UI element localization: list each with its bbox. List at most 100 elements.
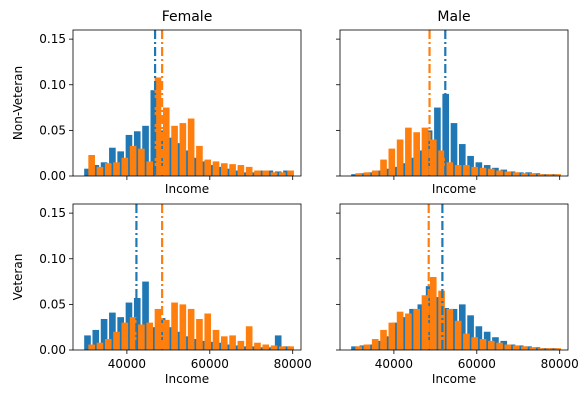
hist-bar-panel3-series0: [376, 340, 383, 351]
hist-bar-panel1-series0: [409, 157, 416, 176]
hist-bar-panel2-series1: [96, 342, 104, 350]
hist-bar-panel2-series1: [229, 335, 236, 350]
hist-bar-panel0-series1: [229, 164, 236, 176]
hist-bar-panel0-series1: [179, 123, 187, 176]
hist-bar-panel0-series1: [220, 163, 228, 176]
hist-bar-panel2-series0: [258, 347, 265, 350]
hist-bar-panel3-series0: [500, 340, 508, 351]
hist-bar-panel2-series1: [287, 346, 294, 350]
hist-bar-panel2-series1: [179, 304, 187, 351]
hist-bar-panel2-series1: [279, 346, 286, 350]
hist-bar-panel3-series0: [458, 304, 466, 351]
hist-bar-panel1-series0: [492, 167, 499, 176]
hist-bar-panel1-series0: [367, 172, 375, 176]
hist-bar-panel3-series0: [467, 315, 474, 350]
hist-bar-panel2-series0: [191, 339, 199, 350]
axes-frame: [339, 203, 569, 351]
hist-bar-panel2-series1: [196, 318, 203, 350]
hist-bar-panel0-series0: [84, 168, 91, 176]
hist-bar-panel3-series1: [429, 277, 437, 350]
hist-bar-panel2-series1: [138, 324, 145, 350]
hist-bar-panel2-series0: [109, 312, 116, 350]
hist-bar-panel1-series1: [504, 171, 512, 176]
hist-bar-panel2-series0: [84, 335, 91, 350]
hist-bar-panel1-series1: [546, 174, 553, 176]
hist-bar-panel0-series1: [154, 77, 162, 176]
y-axis-label: Non-Veteran: [11, 66, 25, 140]
hist-bar-panel2-series0: [208, 341, 216, 350]
hist-bar-panel2-series1: [88, 344, 95, 350]
hist-bar-panel1-series1: [487, 168, 495, 176]
hist-bar-panel3-series1: [512, 345, 520, 350]
hist-bar-panel1-series0: [483, 165, 491, 176]
hist-bar-panel3-series1: [504, 344, 512, 350]
hist-bar-panel0-series0: [216, 166, 224, 177]
hist-bar-panel0-series1: [113, 162, 120, 176]
hist-bar-panel0-series1: [196, 145, 203, 176]
hist-bar-panel1-series0: [500, 169, 508, 176]
hist-bar-panel1-series0: [417, 150, 425, 176]
hist-bar-panel0-series1: [279, 172, 286, 176]
hist-bar-panel3-series1: [554, 348, 561, 350]
hist-bar-panel0-series1: [88, 155, 95, 176]
y-tick-label: 0.05: [39, 123, 66, 137]
hist-bar-panel0-series0: [258, 170, 265, 176]
x-axis-label: Income: [165, 372, 209, 386]
hist-bar-panel0-series0: [191, 157, 199, 176]
hist-bar-panel1-series1: [396, 139, 404, 176]
hist-bar-panel2-series0: [158, 318, 166, 350]
hist-bar-panel1-series0: [458, 144, 466, 176]
hist-bar-panel2-series1: [113, 331, 120, 350]
hist-bar-panel0-series1: [254, 170, 261, 176]
hist-bar-panel2-series1: [104, 339, 112, 350]
hist-bar-panel1-series1: [388, 148, 396, 177]
hist-bar-panel1-series1: [429, 139, 437, 176]
hist-bar-panel2-series0: [250, 346, 257, 350]
hist-bar-panel0-series0: [175, 143, 183, 176]
hist-bar-panel0-series1: [104, 163, 112, 176]
y-tick-label: 0.15: [39, 206, 66, 220]
hist-bar-panel3-series0: [492, 337, 499, 350]
hist-bar-panel1-series1: [512, 172, 520, 176]
hist-bar-panel0-series1: [212, 161, 220, 176]
hist-bar-panel3-series0: [400, 317, 408, 350]
hist-bar-panel1-series1: [371, 170, 379, 176]
hist-bar-panel2-series0: [117, 317, 124, 350]
hist-bar-panel1-series1: [471, 166, 479, 177]
hist-bar-panel0-series0: [225, 168, 232, 176]
hist-bar-panel1-series0: [467, 155, 474, 176]
hist-bar-panel1-series1: [380, 159, 387, 176]
hist-bar-panel2-series0: [100, 318, 108, 350]
hist-bar-panel3-series0: [417, 304, 425, 351]
hist-bar-panel0-series0: [200, 161, 207, 176]
hist-bar-panel1-series1: [496, 170, 503, 176]
hist-bar-panel0-series1: [270, 172, 278, 176]
hist-bar-panel0-series0: [241, 172, 249, 176]
hist-bar-panel2-series1: [146, 322, 153, 351]
hist-bar-panel2-series1: [212, 329, 220, 350]
hist-bar-panel0-series1: [187, 118, 195, 176]
hist-bar-panel3-series1: [396, 311, 404, 350]
hist-bar-panel1-series0: [400, 163, 408, 176]
hist-bar-panel1-series0: [351, 174, 358, 176]
hist-bar-panel0-series1: [146, 161, 153, 176]
x-tick-label: 40000: [375, 357, 413, 371]
hist-bar-panel0-series0: [183, 150, 191, 176]
hist-bar-panel0-series1: [171, 125, 178, 176]
hist-bar-panel2-series0: [266, 347, 274, 350]
hist-bar-panel1-series1: [454, 165, 462, 176]
hist-bar-panel2-series0: [183, 336, 191, 350]
hist-bar-panel3-series0: [450, 308, 458, 350]
hist-bar-panel0-series0: [125, 134, 133, 176]
hist-bar-panel3-series1: [537, 348, 545, 350]
hist-bar-panel0-series1: [121, 157, 129, 176]
hist-bar-panel3-series1: [454, 320, 462, 350]
hist-bar-panel2-series1: [237, 340, 245, 351]
hist-bar-panel0-series0: [266, 170, 274, 176]
hist-bar-panel3-series1: [405, 313, 412, 350]
hist-bar-panel0-series0: [92, 165, 100, 176]
hist-bar-panel2-series0: [274, 335, 282, 350]
hist-bar-panel1-series1: [405, 127, 412, 176]
hist-bar-panel2-series0: [125, 302, 133, 350]
hist-bar-panel1-series1: [537, 174, 545, 176]
